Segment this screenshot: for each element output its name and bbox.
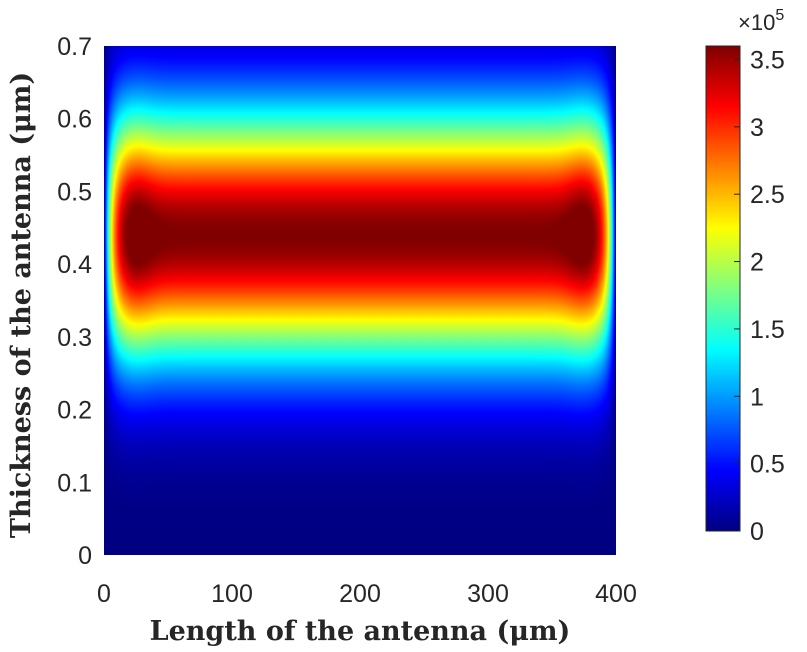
colorbar-exponent-power: 5: [775, 7, 784, 24]
x-tick-label: 200: [339, 580, 381, 608]
x-axis-ticks: 0 100 200 300 400: [97, 580, 637, 608]
colorbar: 0 0.5 1 1.5 2 2.5 3 3.5 ×105: [705, 7, 785, 546]
colorbar-tick-label: 3: [750, 114, 764, 142]
y-axis-label: Thickness of the antenna (μm): [6, 72, 37, 538]
colorbar-tick-label: 2: [750, 249, 764, 277]
x-tick-label: 0: [97, 580, 111, 608]
x-tick-label: 400: [595, 580, 637, 608]
x-axis-label: Length of the antenna (μm): [150, 616, 571, 647]
colorbar-gradient: [706, 46, 740, 531]
colorbar-tick-label: 1.5: [750, 316, 785, 344]
colorbar-ticks: 0 0.5 1 1.5 2 2.5 3 3.5: [734, 46, 785, 546]
colorbar-tick-label: 0.5: [750, 451, 785, 479]
x-tick-label: 300: [467, 580, 509, 608]
y-tick-label: 0.4: [57, 251, 92, 279]
x-tick-label: 100: [211, 580, 253, 608]
y-tick-label: 0.3: [57, 324, 92, 352]
colorbar-exponent: ×105: [738, 7, 784, 35]
heatmap-image: [104, 46, 616, 555]
colorbar-tick-label: 1: [750, 383, 764, 411]
y-axis-ticks: 0 0.1 0.2 0.3 0.4 0.5 0.6 0.7: [57, 33, 92, 570]
colorbar-border: [705, 45, 741, 532]
heatmap-plot-area: [104, 46, 616, 555]
colorbar-exponent-base: ×10: [738, 10, 775, 35]
y-tick-label: 0: [78, 542, 92, 570]
colorbar-tick-label: 3.5: [750, 46, 785, 74]
y-tick-label: 0.7: [57, 33, 92, 61]
colorbar-tick-label: 2.5: [750, 181, 785, 209]
colorbar-tick-label: 0: [750, 518, 764, 546]
y-tick-label: 0.1: [57, 469, 92, 497]
y-tick-label: 0.6: [57, 106, 92, 134]
y-tick-label: 0.5: [57, 178, 92, 206]
y-tick-label: 0.2: [57, 397, 92, 425]
